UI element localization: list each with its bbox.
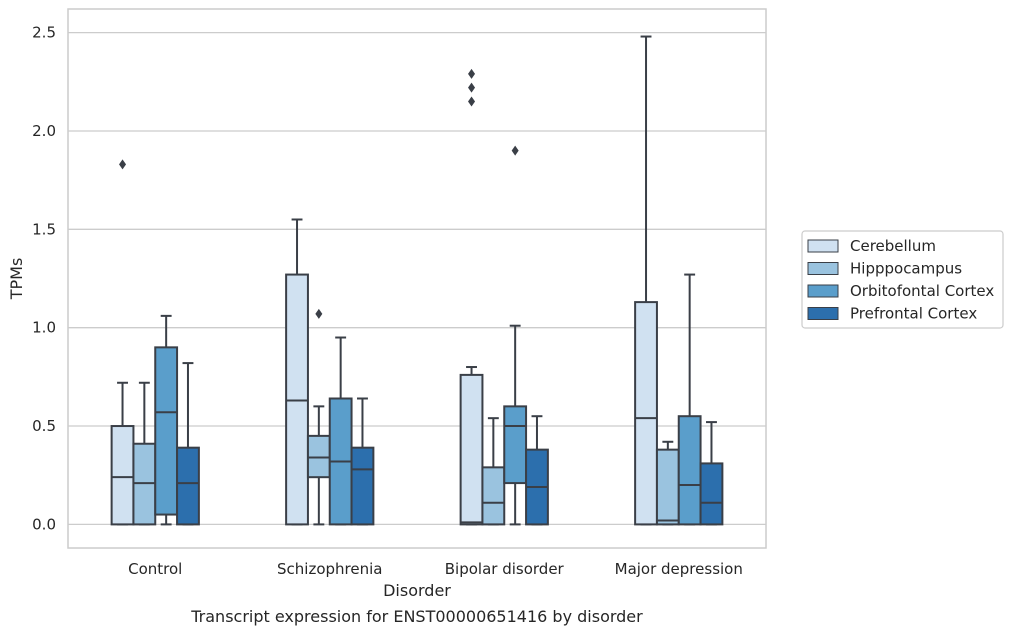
legend-item: Hipppocampus bbox=[807, 260, 962, 278]
box-3-3 bbox=[699, 421, 724, 526]
legend-swatch bbox=[807, 284, 839, 298]
x-axis-title: Disorder bbox=[383, 581, 451, 600]
y-tick-label: 1.0 bbox=[32, 319, 56, 337]
box-body bbox=[655, 448, 680, 526]
box-2-0 bbox=[459, 68, 484, 526]
y-tick-label: 2.5 bbox=[32, 24, 56, 42]
x-tick-labels: Control Schizophrenia Bipolar disorder Majo… bbox=[128, 560, 743, 578]
box-0-2 bbox=[154, 314, 179, 526]
box-body bbox=[481, 466, 506, 526]
box-body bbox=[459, 373, 484, 526]
box-2-2 bbox=[503, 145, 528, 526]
box-body bbox=[154, 346, 179, 516]
y-tick-label: 2.0 bbox=[32, 122, 56, 140]
y-tick-label: 1.5 bbox=[32, 220, 56, 238]
outlier-point bbox=[468, 68, 476, 79]
box-1-1 bbox=[306, 308, 331, 526]
plot-frame bbox=[67, 8, 767, 549]
legend: Cerebellum Hipppocampus Orbitofontal Corte… bbox=[801, 230, 1004, 329]
box-3-0 bbox=[634, 35, 658, 526]
x-tick-label: Control bbox=[128, 560, 182, 578]
box-body bbox=[176, 446, 200, 526]
chart-caption: Transcript expression for ENST0000065141… bbox=[190, 607, 643, 626]
box-0-0 bbox=[110, 159, 135, 526]
outlier-point bbox=[468, 82, 476, 93]
outlier-point bbox=[119, 159, 127, 170]
legend-item: Orbitofontal Cortex bbox=[807, 282, 994, 300]
legend-item: Cerebellum bbox=[807, 237, 936, 255]
legend-label: Orbitofontal Cortex bbox=[850, 282, 994, 300]
legend-swatch bbox=[807, 262, 839, 275]
box-body bbox=[699, 462, 724, 526]
x-tick-label: Major depression bbox=[615, 560, 743, 578]
box-1-3 bbox=[350, 397, 375, 526]
box-body bbox=[110, 425, 135, 526]
box-body bbox=[350, 446, 375, 526]
outlier-point bbox=[315, 308, 323, 319]
y-tick-labels: 0.0 0.5 1.0 1.5 2.0 2.5 bbox=[32, 24, 56, 534]
box-1-2 bbox=[328, 336, 353, 526]
legend-item: Prefrontal Cortex bbox=[807, 305, 977, 323]
y-tick-label: 0.5 bbox=[32, 417, 56, 435]
legend-label: Hipppocampus bbox=[850, 260, 962, 278]
box-2-3 bbox=[525, 415, 549, 526]
x-tick-label: Schizophrenia bbox=[277, 560, 382, 578]
legend-swatch bbox=[807, 307, 839, 320]
box-body bbox=[503, 405, 528, 485]
legend-label: Prefrontal Cortex bbox=[850, 305, 977, 323]
x-tick-label: Bipolar disorder bbox=[445, 560, 565, 578]
legend-swatch bbox=[807, 239, 839, 253]
y-axis-title: TPMs bbox=[7, 258, 26, 301]
box-layer bbox=[110, 35, 724, 526]
box-0-3 bbox=[176, 362, 200, 526]
box-0-1 bbox=[132, 381, 157, 526]
outlier-point bbox=[468, 96, 476, 107]
outlier-point bbox=[511, 145, 519, 156]
box-3-1 bbox=[655, 440, 680, 526]
box-2-1 bbox=[481, 417, 506, 526]
legend-label: Cerebellum bbox=[850, 237, 936, 255]
box-body bbox=[677, 415, 702, 526]
legend-frame bbox=[801, 230, 1004, 329]
box-body bbox=[634, 301, 658, 526]
y-tick-label: 0.0 bbox=[32, 515, 56, 533]
box-3-2 bbox=[677, 273, 702, 526]
box-1-0 bbox=[285, 218, 309, 526]
